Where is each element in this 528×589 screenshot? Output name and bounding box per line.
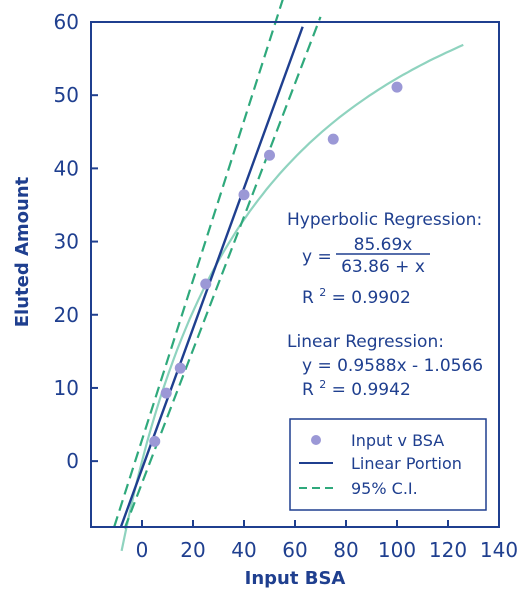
x-tick-label: 20 [180, 538, 205, 562]
x-tick-label: 100 [378, 538, 416, 562]
hyperbolic-r-squared: R 2 = 0.9902 [302, 281, 411, 308]
y-tick-label: 50 [54, 83, 79, 107]
linear-annotation: Linear Regression: y = 0.9588x - 1.0566 … [287, 332, 483, 400]
x-tick-label: 0 [136, 538, 149, 562]
y-axis-ticks: 0 10 20 30 40 50 60 [54, 10, 98, 473]
y-axis-title: Eluted Amount [12, 176, 33, 327]
x-axis-title: Input BSA [245, 568, 346, 589]
legend-box [289, 418, 487, 511]
legend-label-linear: Linear Portion [351, 454, 462, 473]
data-point [149, 435, 161, 447]
linear-r-exponent: 2 [319, 378, 326, 391]
hyperbolic-fit-curve [120, 43, 464, 552]
data-point [160, 387, 172, 399]
data-point [327, 133, 339, 145]
x-axis-ticks: 0 20 40 60 80 100 120 140 [136, 520, 518, 562]
y-tick-label: 10 [54, 376, 79, 400]
x-tick-label: 60 [282, 538, 307, 562]
data-point [174, 362, 186, 374]
legend-label-ci: 95% C.I. [351, 479, 418, 498]
hyperbolic-y-equals: y = [302, 247, 332, 267]
data-point [391, 81, 403, 93]
data-point [200, 278, 212, 290]
x-tick-label: 140 [480, 538, 518, 562]
ci-upper-bound-line [113, 0, 284, 528]
hyperbolic-r-value: = 0.9902 [332, 288, 411, 308]
hyperbolic-annotation: Hyperbolic Regression: y = 85.69x 63.86 … [287, 210, 482, 308]
linear-regression-title: Linear Regression: [287, 332, 444, 352]
data-point [264, 149, 275, 161]
hyperbolic-r-exponent: 2 [319, 286, 326, 299]
linear-r-value: = 0.9942 [332, 380, 411, 400]
linear-r-symbol: R [302, 380, 314, 400]
hyperbolic-numerator: 85.69x [354, 235, 413, 255]
linear-r-squared: R 2 = 0.9942 [302, 373, 411, 400]
hyperbolic-denominator: 63.86 + x [341, 257, 425, 277]
y-tick-label: 20 [54, 303, 79, 327]
x-tick-label: 120 [429, 538, 467, 562]
hyperbolic-r-symbol: R [302, 288, 314, 308]
y-tick-label: 40 [54, 156, 79, 180]
data-point [238, 189, 250, 201]
x-tick-label: 40 [231, 538, 256, 562]
y-tick-label: 60 [54, 10, 79, 34]
legend: Input v BSA Linear Portion 95% C.I. [289, 418, 487, 511]
y-tick-label: 0 [66, 449, 79, 473]
legend-label-points: Input v BSA [351, 431, 444, 450]
hyperbolic-regression-title: Hyperbolic Regression: [287, 210, 482, 230]
linear-equation: y = 0.9588x - 1.0566 [302, 356, 483, 376]
legend-swatch-points [311, 435, 321, 445]
y-tick-label: 30 [54, 230, 79, 254]
linear-fit-line [119, 26, 304, 528]
x-tick-label: 80 [333, 538, 358, 562]
scatter-points [149, 81, 403, 447]
